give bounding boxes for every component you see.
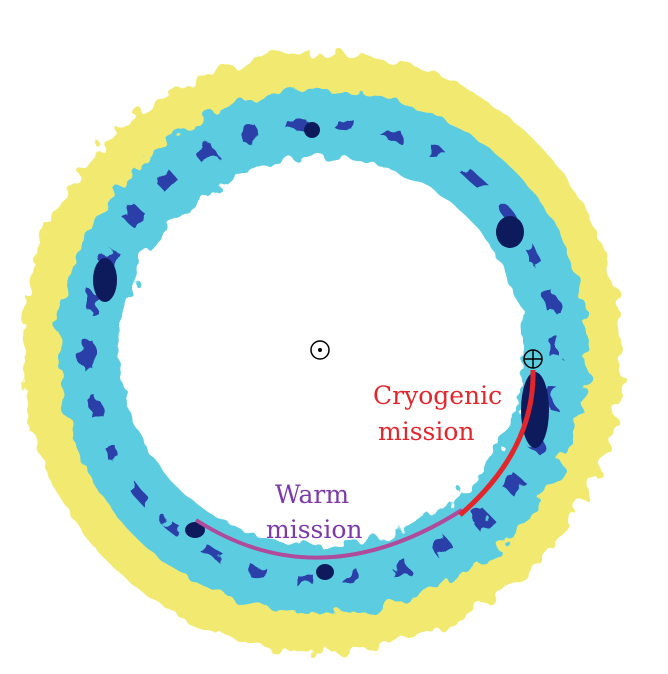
warm-label-line2: mission bbox=[266, 515, 363, 544]
warm-mission-arc bbox=[194, 508, 464, 560]
sun-symbol bbox=[310, 340, 330, 360]
ring bbox=[22, 52, 622, 652]
cryogenic-label-line1: Cryogenic bbox=[373, 381, 502, 410]
cryogenic-label-line2: mission bbox=[378, 417, 475, 446]
cryogenic-mission-arc bbox=[458, 369, 536, 517]
warm-label-line1: Warm bbox=[275, 480, 349, 509]
inner-band bbox=[82, 119, 562, 585]
clumps bbox=[93, 122, 549, 580]
earth-symbol bbox=[523, 349, 543, 369]
